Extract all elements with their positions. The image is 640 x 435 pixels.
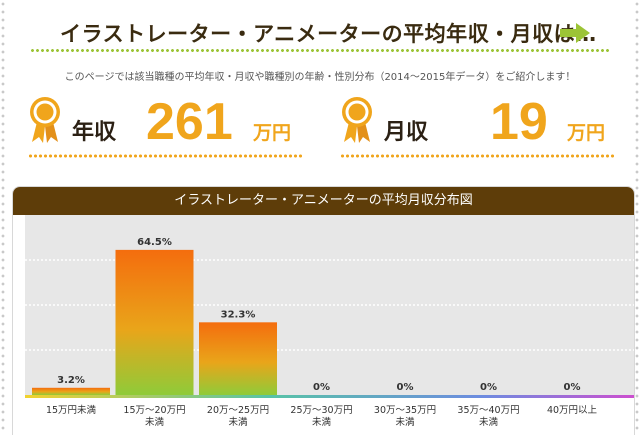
chart-title: イラストレーター・アニメーターの平均月収分布図: [13, 187, 634, 215]
x-tick-label: 30万〜35万円未満: [374, 405, 436, 428]
annual-income-unit: 万円: [253, 122, 292, 144]
x-tick-line: 未満: [312, 416, 332, 428]
x-tick-label: 35万〜40万円未満: [457, 405, 519, 428]
x-tick-line: 未満: [395, 416, 415, 428]
x-tick-label: 40万円以上: [547, 405, 598, 416]
x-tick-line: 未満: [479, 416, 499, 428]
annual-income-stat: 年収 261 万円: [28, 92, 303, 158]
bar-value-label: 64.5%: [137, 237, 172, 248]
page-title: イラストレーター・アニメーターの平均年収・月収は…: [60, 22, 597, 46]
bar-value-label: 32.3%: [221, 309, 256, 320]
x-tick-line: 15万円未満: [46, 404, 97, 416]
left-edge-pattern: [0, 0, 6, 434]
bar-1: [32, 387, 110, 395]
bar-value-label: 3.2%: [57, 375, 85, 386]
medal-icon: [342, 97, 372, 143]
income-distribution-chart: イラストレーター・アニメーターの平均月収分布図 3.2% 15万円未満 64.5% 1…: [12, 186, 635, 435]
x-tick-line: 15万〜20万円: [123, 405, 185, 416]
x-axis-baseline: [25, 395, 634, 398]
annual-income-value: 261: [146, 93, 233, 151]
x-tick-line: 30万〜35万円: [374, 405, 436, 416]
monthly-income-value: 19: [490, 93, 548, 151]
annual-income-label: 年収: [72, 120, 117, 145]
monthly-income-unit: 万円: [567, 122, 606, 144]
medal-icon: [30, 97, 60, 143]
page-title-row: イラストレーター・アニメーターの平均年収・月収は…: [60, 18, 600, 50]
x-tick-line: 40万円以上: [547, 405, 598, 416]
x-tick-line: 未満: [145, 416, 165, 428]
annual-income-underline: [28, 154, 303, 158]
x-tick-label: 20万〜25万円未満: [207, 405, 269, 428]
x-tick-line: 25万〜30万円: [290, 405, 352, 416]
x-tick-label: 15万円未満: [46, 404, 97, 416]
bar-value-label: 0%: [480, 382, 497, 393]
page-subtitle: このページでは該当職種の平均年収・月収や職種別の年齢・性別分布（2014〜201…: [64, 72, 576, 83]
right-edge-pattern: [634, 0, 640, 434]
arrow-right-icon: [560, 23, 590, 43]
monthly-income-underline: [340, 154, 616, 158]
bar-2: [115, 249, 194, 395]
x-tick-label: 15万〜20万円未満: [123, 405, 185, 428]
bar-value-label: 0%: [564, 382, 581, 393]
monthly-income-stat: 月収 19 万円: [340, 92, 616, 158]
x-tick-line: 20万〜25万円: [207, 405, 269, 416]
bar-value-label: 0%: [313, 382, 330, 393]
chart-canvas: 3.2%15万円未満64.5%15万〜20万円未満32.3%20万〜25万円未満…: [25, 215, 634, 428]
x-tick-label: 25万〜30万円未満: [290, 405, 352, 428]
x-tick-line: 未満: [228, 416, 248, 428]
x-tick-line: 35万〜40万円: [457, 405, 519, 416]
bar-value-label: 0%: [397, 382, 414, 393]
title-underline: [30, 49, 610, 52]
bar-3: [199, 322, 277, 395]
monthly-income-label: 月収: [384, 120, 429, 145]
